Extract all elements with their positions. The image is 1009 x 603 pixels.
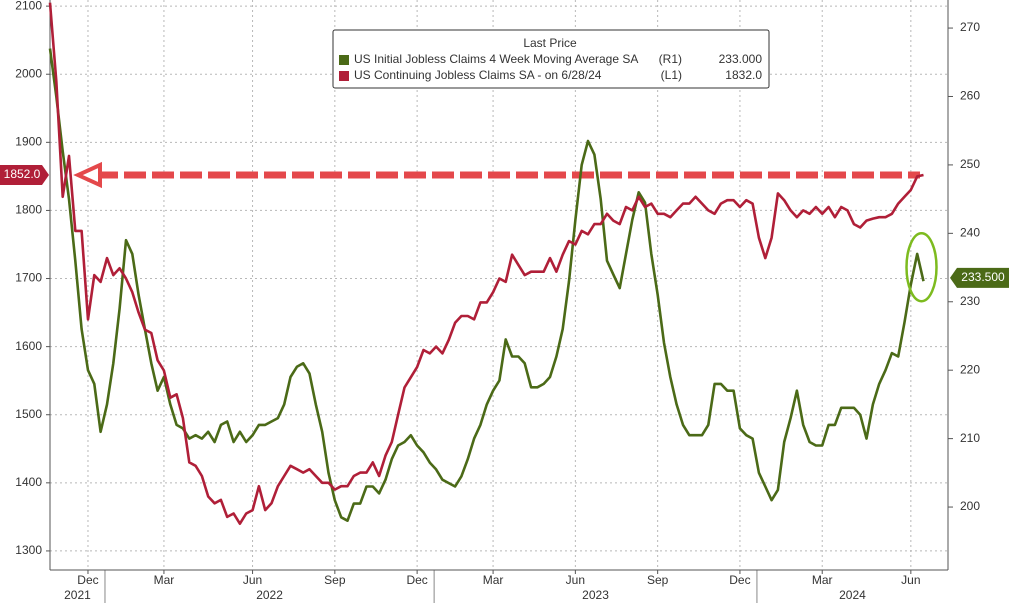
legend: Last Price US Initial Jobless Claims 4 We… [332,29,770,89]
y-tick-label: 1600 [15,339,42,353]
y2-tick-label: 210 [960,431,980,445]
x-tick-label: Mar [154,573,175,587]
legend-last-price: 233.000 [719,52,763,66]
y2-tag-box [950,267,1009,288]
y-tick-label: 1400 [15,475,42,489]
y2-tag-label: 233.500 [961,270,1005,284]
legend-axis: (R1) [659,52,682,66]
series-line [48,48,925,522]
legend-title: Last Price [523,36,577,50]
year-label: 2023 [582,588,609,602]
y2-tick-label: 220 [960,362,980,376]
x-tick-label: Jun [243,573,262,587]
x-tick-label: Jun [901,573,920,587]
y2-tick-label: 270 [960,20,980,34]
y2-tick-label: 230 [960,294,980,308]
series-line [48,2,924,525]
arrow-head [73,161,102,189]
y-tick-label: 1900 [15,135,42,149]
legend-axis: (L1) [661,68,682,82]
legend-label: US Initial Jobless Claims 4 Week Moving … [354,52,638,66]
year-label: 2024 [839,588,866,602]
y2-tick-label: 260 [960,89,980,103]
x-tick-label: Sep [647,573,669,587]
y-tick-label: 1700 [15,271,42,285]
x-tick-label: Dec [406,573,427,587]
legend-swatch [339,71,349,81]
year-label: 2022 [256,588,283,602]
y-tick-label: 2000 [15,66,42,80]
y-tag: 1852.0 [0,165,49,186]
x-tick-label: Mar [812,573,833,587]
y2-tick-label: 240 [960,226,980,240]
x-tick-label: Sep [324,573,346,587]
x-tick-label: Dec [77,573,98,587]
highlight-ellipse [905,231,938,303]
legend-box [332,29,770,89]
x-tick-label: Jun [566,573,585,587]
legend-last-price: 1832.0 [725,68,762,82]
y-tick-label: 1500 [15,407,42,421]
y-tag-box [0,165,49,186]
y-tick-label: 1800 [15,203,42,217]
year-label: 2021 [64,588,91,602]
x-tick-label: Mar [483,573,504,587]
y2-tick-label: 200 [960,499,980,513]
legend-swatch [339,55,349,65]
y2-tag: 233.500 [950,267,1009,288]
y2-tick-label: 250 [960,157,980,171]
x-tick-label: Dec [729,573,750,587]
y-tick-label: 1300 [15,543,42,557]
legend-label: US Continuing Jobless Claims SA - on 6/2… [354,68,602,82]
y-tag-label: 1852.0 [4,167,41,181]
y-tick-label: 2100 [15,0,42,12]
